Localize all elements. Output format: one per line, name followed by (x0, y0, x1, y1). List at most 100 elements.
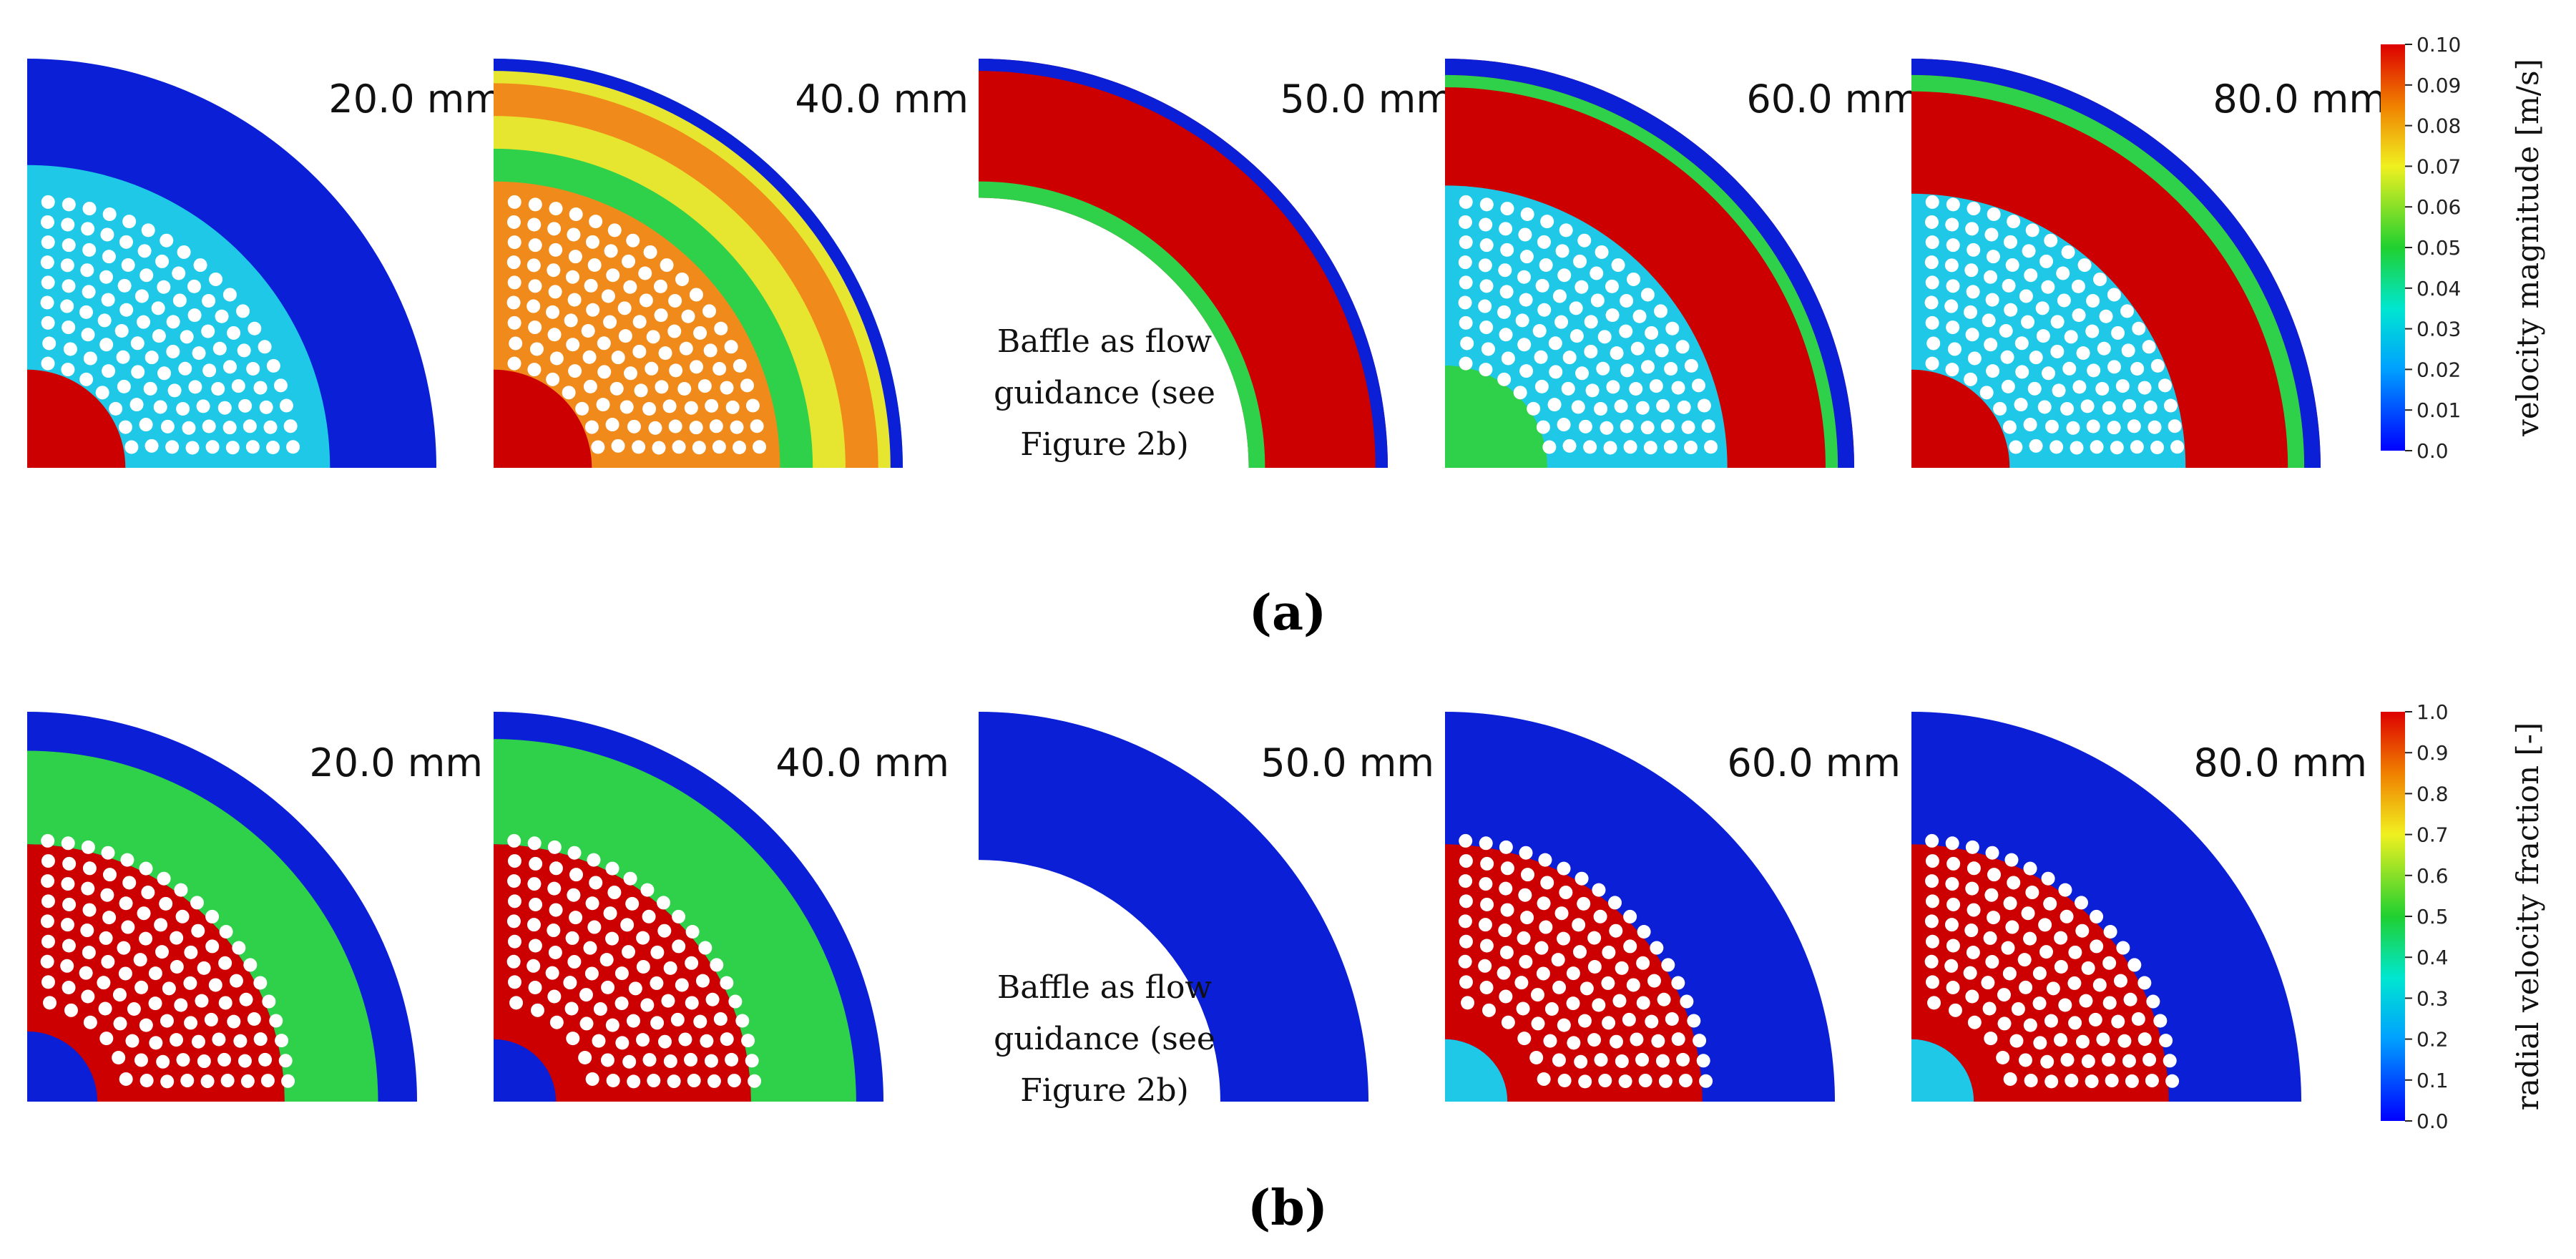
tube-hole (507, 275, 521, 290)
tube-hole (1966, 945, 1980, 959)
tube-hole (1585, 383, 1600, 398)
tube-hole (192, 346, 206, 361)
tube-hole (730, 420, 744, 434)
colorbar-tick-label: 0.07 (2416, 155, 2461, 178)
tube-hole (1967, 861, 1981, 876)
tube-hole (1459, 315, 1473, 330)
tube-hole (547, 989, 562, 1004)
colorbar-tick-label: 0.6 (2416, 864, 2449, 888)
tube-hole (1537, 303, 1552, 317)
tube-hole (62, 197, 76, 212)
tube-hole (273, 378, 288, 393)
tube-hole (1925, 235, 1939, 250)
tube-hole (1678, 1074, 1693, 1088)
tube-hole (528, 320, 542, 335)
tube-hole (596, 398, 610, 412)
tube-hole (1459, 195, 1473, 209)
baffle-note-line: Baffle as flow (997, 323, 1213, 360)
tube-hole (1577, 233, 1592, 248)
tube-hole (2137, 976, 2152, 990)
tube-hole (62, 897, 77, 911)
tube-hole (243, 958, 258, 972)
tube-hole (601, 289, 615, 303)
tube-hole (40, 295, 54, 310)
tube-hole (1967, 351, 1982, 366)
tube-hole (266, 358, 280, 373)
tube-hole (750, 419, 764, 433)
tube-hole (675, 978, 689, 992)
tube-hole (2163, 1054, 2177, 1068)
tube-hole (165, 440, 180, 454)
tube-hole (275, 1034, 289, 1048)
contour-plot-5: 80.0 mm (1911, 712, 2367, 1102)
tube-hole (2002, 278, 2016, 293)
tube-hole (1650, 941, 1664, 955)
tube-hole (201, 324, 215, 338)
tube-hole (131, 365, 145, 379)
tube-hole (1661, 958, 1675, 972)
panel-b-label: (b) (1248, 1180, 1328, 1237)
tube-hole (2122, 398, 2137, 413)
tube-hole (2159, 1034, 2173, 1048)
tube-hole (668, 294, 682, 308)
tube-hole (266, 441, 280, 455)
baffle-note-line: guidance (see (994, 1021, 1215, 1057)
tube-hole (2102, 1052, 2116, 1067)
tube-hole (669, 363, 683, 378)
tube-hole (623, 280, 637, 294)
tube-hole (584, 420, 599, 434)
tube-hole (2130, 440, 2144, 454)
tube-hole (1654, 304, 1668, 318)
tube-hole (172, 266, 186, 280)
tube-hole (1460, 336, 1474, 351)
panel-a-label: (a) (1249, 584, 1326, 642)
tube-hole (1534, 941, 1549, 955)
tube-hole (1531, 1016, 1545, 1031)
tube-hole (160, 1014, 174, 1028)
tube-hole (1984, 1032, 1998, 1046)
tube-hole (1614, 399, 1628, 413)
tube-hole (1641, 360, 1655, 374)
tube-hole (1635, 1052, 1650, 1067)
tube-hole (193, 258, 207, 273)
tube-hole (2120, 304, 2135, 318)
tube-hole (101, 293, 115, 307)
colorbar-a: 0.10 0.09 0.08 0.07 0.06 0.05 0.04 0.03 0.02 0.01… (2381, 33, 2545, 463)
tube-hole (1567, 1036, 1581, 1050)
tube-hole (507, 874, 521, 888)
tube-hole (597, 365, 612, 379)
colorbar-tick-label: 0.9 (2416, 741, 2449, 765)
tube-hole (1660, 419, 1675, 433)
tube-hole (1665, 1011, 1679, 1026)
tube-hole (202, 294, 216, 308)
tube-hole (614, 966, 629, 981)
contour-band (1911, 369, 2010, 468)
tube-hole (1552, 1053, 1566, 1067)
tube-hole (528, 238, 542, 253)
tube-bundle-holes (1458, 195, 1718, 455)
tube-hole (246, 362, 260, 376)
tube-hole (1671, 1032, 1685, 1047)
tube-hole (563, 976, 577, 990)
tube-hole (2095, 382, 2110, 396)
tube-hole (1521, 868, 1535, 882)
tube-hole (1704, 440, 1718, 454)
tube-hole (712, 440, 726, 454)
tube-hole (1554, 315, 1569, 329)
tube-hole (120, 853, 134, 867)
tube-hole (589, 215, 603, 229)
tube-hole (1632, 309, 1647, 323)
tube-hole (187, 279, 201, 293)
tube-hole (1658, 1074, 1673, 1088)
tube-hole (2004, 303, 2018, 317)
tube-hole (720, 381, 734, 395)
tube-hole (2041, 871, 2055, 886)
colorbar-title: velocity magnitude [m/s] (2510, 59, 2545, 437)
tube-hole (1517, 338, 1532, 352)
tube-bundle-holes (40, 833, 295, 1089)
tube-hole (566, 338, 580, 352)
tube-hole (222, 288, 237, 302)
tube-hole (1478, 299, 1492, 313)
tube-hole (133, 953, 147, 967)
tube-hole (1517, 931, 1531, 945)
